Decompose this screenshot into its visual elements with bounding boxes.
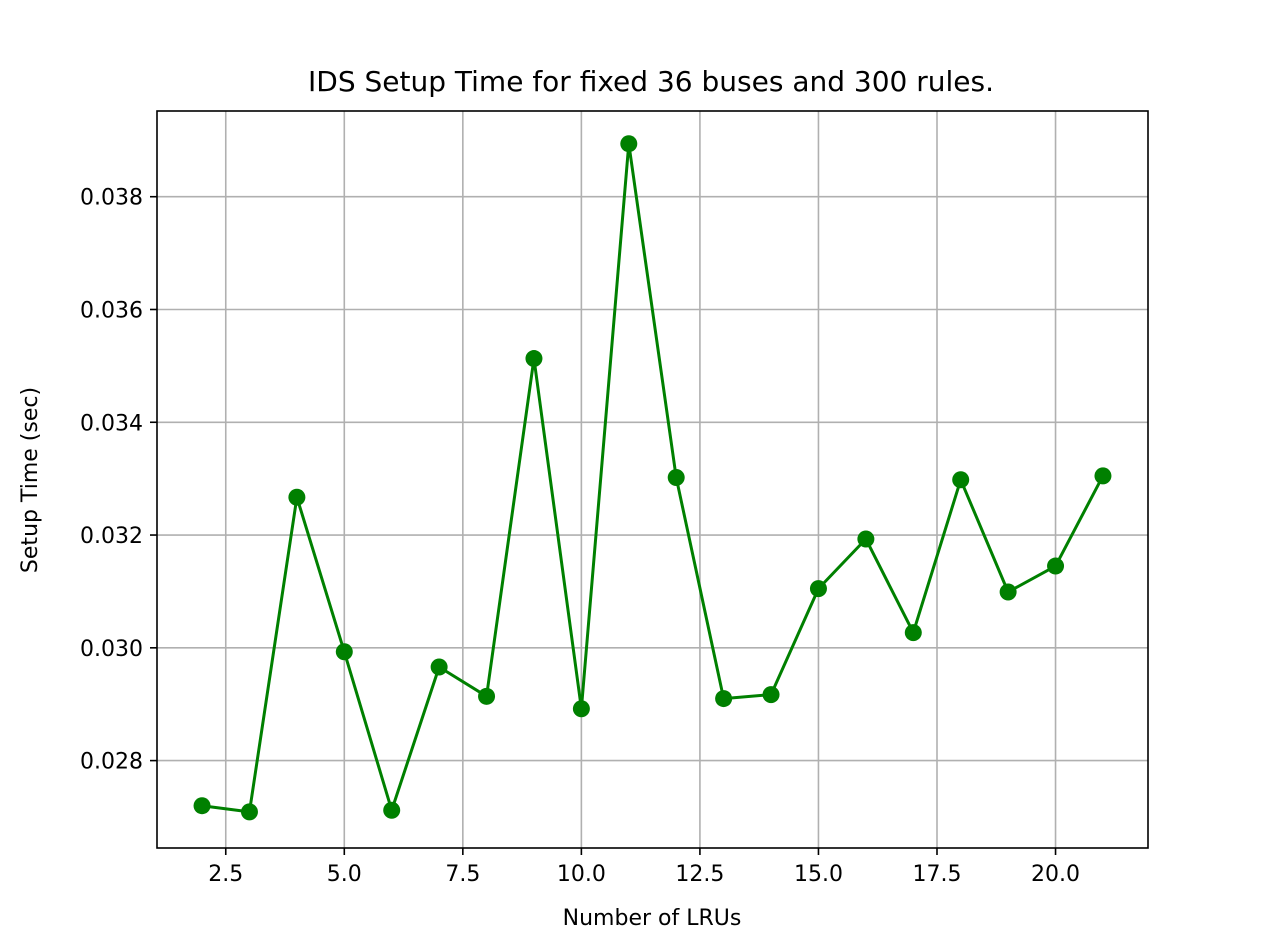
y-tick-label: 0.036 [80,298,143,323]
data-point [809,580,827,598]
chart-title: IDS Setup Time for fixed 36 buses and 30… [308,65,994,98]
data-point [288,488,306,506]
data-point [430,658,448,676]
x-tick-label: 20.0 [1031,862,1080,887]
y-tick-label: 0.030 [80,637,143,662]
y-tick-label: 0.038 [80,186,143,211]
x-tick-label: 15.0 [794,862,843,887]
grid [157,111,1148,848]
data-point [999,583,1017,601]
y-tick-label: 0.028 [80,750,143,775]
x-tick-label: 7.5 [445,862,480,887]
data-point [904,624,922,642]
y-tick-label: 0.032 [80,524,143,549]
data-point [1094,467,1112,485]
x-tick-label: 17.5 [913,862,962,887]
x-tick-label: 2.5 [208,862,243,887]
data-point [715,690,733,708]
y-axis: 0.028 0.030 0.032 0.034 0.036 0.038 [80,186,157,775]
data-point [857,530,875,548]
data-point [525,350,543,368]
y-tick-label: 0.034 [80,411,143,436]
plot-frame [156,110,1149,849]
x-tick-label: 12.5 [675,862,724,887]
series-line [201,142,1105,814]
data-point [620,135,638,153]
data-point [240,803,258,821]
data-point [1047,557,1065,575]
x-tick-label: 10.0 [557,862,606,887]
data-point [952,471,970,489]
data-point [762,686,780,704]
x-axis: 2.5 5.0 7.5 10.0 12.5 15.0 17.5 20.0 [208,848,1080,887]
x-axis-label: Number of LRUs [563,906,742,931]
data-point [193,797,211,815]
data-point [335,643,353,661]
data-point [572,700,590,718]
data-point [667,469,685,487]
data-point [383,801,401,819]
x-tick-label: 5.0 [327,862,362,887]
series-group [193,135,1112,821]
data-point [478,687,496,705]
y-axis-label: Setup Time (sec) [18,387,43,573]
